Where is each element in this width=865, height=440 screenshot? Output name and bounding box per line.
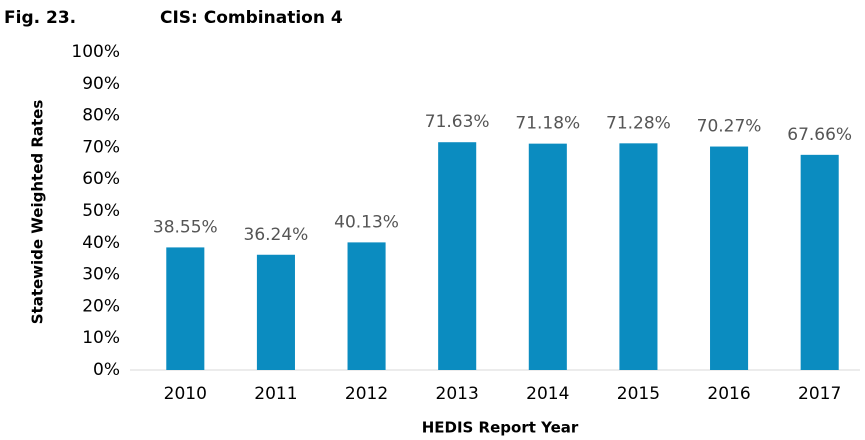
x-tick-label: 2011 [254,384,297,404]
y-axis-label: Statewide Weighted Rates [29,100,47,325]
y-tick-label: 60% [82,169,120,189]
value-label: 36.24% [244,225,309,245]
y-tick-label: 0% [93,360,120,380]
bar [710,146,749,370]
x-tick-label: 2010 [164,384,207,404]
y-tick-label: 100% [71,42,120,62]
x-tick-label: 2014 [526,384,569,404]
y-tick-label: 10% [82,328,120,348]
value-label: 40.13% [334,212,399,232]
value-label: 71.63% [425,112,490,132]
x-axis-label: HEDIS Report Year [422,419,579,437]
figure-label: Fig. 23. [4,8,76,28]
y-tick-label: 90% [82,74,120,94]
value-label: 70.27% [697,117,762,137]
x-tick-label: 2016 [707,384,750,404]
bar [438,142,477,370]
bar [256,254,295,370]
x-tick-label: 2013 [436,384,479,404]
bar [528,143,567,370]
value-label: 38.55% [153,217,218,237]
bar [347,242,386,370]
x-tick-label: 2017 [798,384,841,404]
y-tick-label: 80% [82,106,120,126]
bar [166,247,205,370]
x-tick-label: 2012 [345,384,388,404]
y-tick-label: 70% [82,137,120,157]
x-tick-label: 2015 [617,384,660,404]
bar [800,154,839,370]
y-tick-label: 40% [82,233,120,253]
y-tick-label: 30% [82,265,120,285]
y-tick-label: 50% [82,201,120,221]
bar [619,143,658,370]
chart-title: CIS: Combination 4 [160,8,343,28]
value-label: 71.18% [515,114,580,134]
value-label: 67.66% [787,125,852,145]
y-tick-label: 20% [82,296,120,316]
value-label: 71.28% [606,113,671,133]
